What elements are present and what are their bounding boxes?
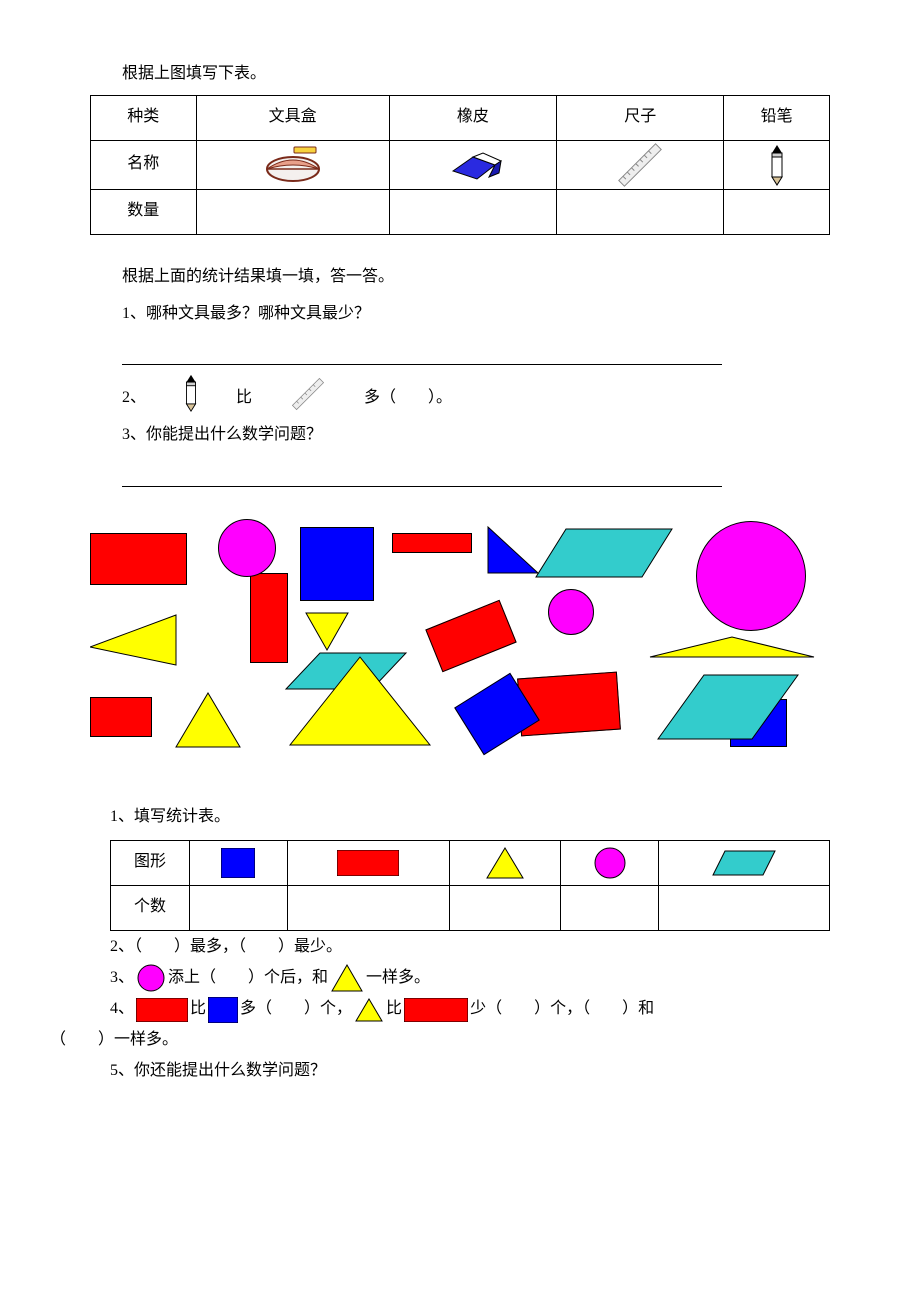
shape-parallelogram [658,675,798,739]
t2-r1-label: 图形 [111,840,190,885]
t2-r2-label: 个数 [111,885,190,930]
t2-cnt-3[interactable] [449,885,561,930]
q2-mid: 比 [204,384,252,413]
shapes-table: 图形 个数 [110,840,830,931]
shape-triangle [90,615,176,665]
q3: 3、你能提出什么数学问题？ [90,421,830,450]
pencil-icon [724,140,830,189]
q2-pencil-icon [148,373,202,413]
eraser-icon [389,140,556,189]
t1-h2: 橡皮 [389,95,556,140]
ruler-icon [557,140,724,189]
t2-square-icon [190,840,288,885]
q3-answer-line[interactable] [90,458,830,487]
p2-q5: 5、你还能提出什么数学问题？ [110,1057,830,1086]
q1-answer-line[interactable] [90,336,830,365]
t1-qty-4[interactable] [724,189,830,234]
q2-prefix: 2、 [90,384,146,413]
t2-triangle-icon [449,840,561,885]
triangle-icon-2 [354,997,384,1023]
p2-q3: 3、 添上（ ）个后，和 一样多。 [110,963,830,993]
t1-h1: 文具盒 [196,95,389,140]
t1-h4: 铅笔 [724,95,830,140]
shape-triangle [650,637,814,657]
shape-triangle [306,613,348,650]
t2-cnt-5[interactable] [659,885,830,930]
shape-parallelogram [536,529,672,577]
t2-cnt-4[interactable] [561,885,659,930]
circle-icon [136,963,166,993]
t2-para-icon [659,840,830,885]
t2-cnt-1[interactable] [190,885,288,930]
intro-text-2: 根据上面的统计结果填一填，答一答。 [90,263,830,292]
t2-cnt-2[interactable] [287,885,449,930]
q2-ruler-icon [254,375,330,413]
pencilbox-icon [196,140,389,189]
shape-triangle [488,527,538,573]
t1-h3: 尺子 [557,95,724,140]
q1: 1、哪种文具最多？哪种文具最少？ [90,300,830,329]
p2-q4: 4、 比 多（ ）个， 比 少（ ）个，（ ）和 [110,995,830,1024]
t1-qty-3[interactable] [557,189,724,234]
p2-q1: 1、填写统计表。 [110,803,830,832]
triangle-icon [330,963,364,993]
t1-qty-1[interactable] [196,189,389,234]
shapes-svg-layer [90,515,830,755]
rect-red-icon-2 [404,998,468,1022]
shape-triangle [176,693,240,747]
stationery-table: 种类 文具盒 橡皮 尺子 铅笔 名称 [90,95,830,235]
q2: 2、 比 多（ ）。 [90,373,830,413]
intro-text-1: 根据上图填写下表。 [90,60,830,89]
t1-qty-2[interactable] [389,189,556,234]
p2-q4-tail: （ ）一样多。 [50,1026,830,1055]
p2-q2: 2、（ ）最多，（ ）最少。 [110,933,830,962]
square-blue-icon [208,997,238,1023]
t1-r3-label: 数量 [91,189,197,234]
t2-rect-icon [287,840,449,885]
shapes-panel [90,515,830,755]
rect-red-icon [136,998,188,1022]
t1-r1-label: 种类 [91,95,197,140]
q2-suffix: 多（ ）。 [332,384,452,413]
t2-circle-icon [561,840,659,885]
t1-r2-label: 名称 [91,140,197,189]
